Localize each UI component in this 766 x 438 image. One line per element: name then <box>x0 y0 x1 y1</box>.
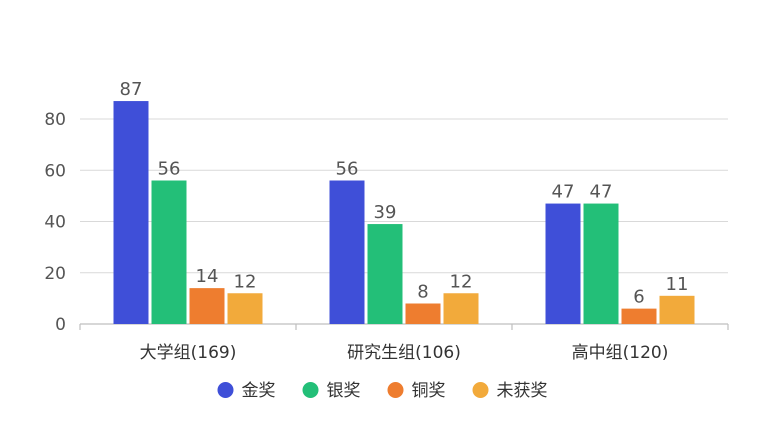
x-tick-label: 高中组(120) <box>572 343 669 363</box>
bar-layer <box>113 101 695 324</box>
bar-value-label: 47 <box>590 182 613 203</box>
bar-value-label: 12 <box>450 271 473 292</box>
legend-swatch <box>472 382 489 398</box>
legend-item[interactable]: 银奖 <box>302 381 361 401</box>
bar <box>405 303 441 324</box>
label-layer: 87 56 14 12 大学组(169) 56 39 8 12 研究生组(106) 47 47 6 11 高… <box>120 79 689 363</box>
bar <box>583 203 619 324</box>
legend-label: 金奖 <box>242 381 276 401</box>
legend-label: 铜奖 <box>412 381 446 401</box>
bar <box>443 293 479 324</box>
bar-value-label: 47 <box>552 182 575 203</box>
bar-value-label: 87 <box>120 79 143 100</box>
grid-layer: 0 20 40 60 80 <box>44 110 729 335</box>
bar-value-label: 56 <box>158 159 181 180</box>
bar-value-label: 56 <box>336 159 359 180</box>
legend-item[interactable]: 铜奖 <box>387 381 446 401</box>
bar <box>545 203 581 324</box>
legend-label: 银奖 <box>327 381 361 401</box>
y-tick-label: 80 <box>44 110 66 130</box>
x-tick-label: 研究生组(106) <box>347 343 461 363</box>
bar-value-label: 6 <box>633 287 644 308</box>
bar <box>113 101 149 324</box>
legend-item[interactable]: 未获奖 <box>472 381 548 401</box>
bar <box>189 288 225 324</box>
y-tick-label: 0 <box>55 315 66 335</box>
legend-swatch <box>387 382 404 398</box>
bar <box>659 295 695 324</box>
bar <box>151 180 187 324</box>
bar-value-label: 11 <box>666 274 689 295</box>
bar <box>621 308 657 324</box>
bar <box>227 293 263 324</box>
x-tick-label: 大学组(169) <box>140 343 237 363</box>
legend-label: 未获奖 <box>497 381 548 401</box>
bar-value-label: 12 <box>234 271 257 292</box>
bar-value-label: 8 <box>417 282 428 303</box>
legend[interactable]: 金奖 银奖 铜奖 未获奖 <box>217 381 548 401</box>
bar <box>367 224 403 324</box>
legend-swatch <box>217 382 234 398</box>
y-tick-label: 60 <box>44 161 66 181</box>
y-tick-label: 20 <box>44 264 66 284</box>
bar-value-label: 39 <box>374 202 397 223</box>
y-tick-label: 40 <box>44 213 66 233</box>
bar-value-label: 14 <box>196 266 219 287</box>
legend-item[interactable]: 金奖 <box>217 381 276 401</box>
bar <box>329 180 365 324</box>
legend-swatch <box>302 382 319 398</box>
